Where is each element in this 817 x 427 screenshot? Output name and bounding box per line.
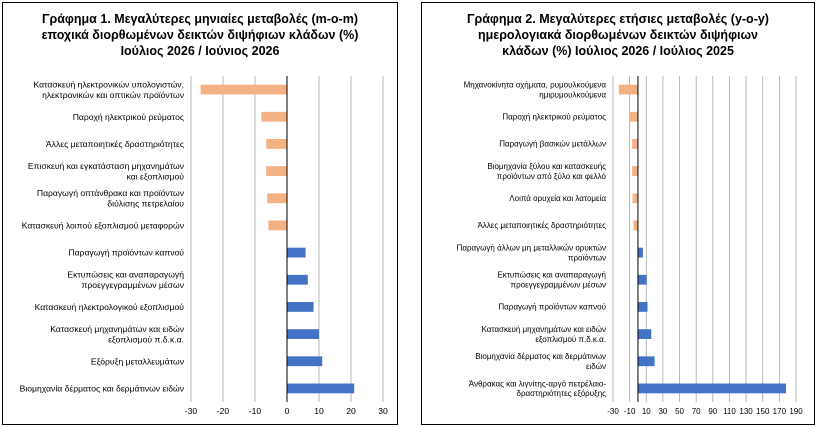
chart-1-category-label: Εξόρυξη μεταλλευμάτων <box>91 356 184 366</box>
chart-1-bar-8 <box>287 274 308 285</box>
chart-2-x-tick-label: 30 <box>658 407 667 416</box>
chart-1-category-label: ηλεκτρονικών και οπτικών προϊόντων <box>42 90 184 100</box>
chart-2-bar-7 <box>637 247 643 258</box>
chart-2-category-label: Βιομηχανία δέρματος και δερμάτινων <box>475 352 606 361</box>
chart-2-x-tick-label: 70 <box>692 407 701 416</box>
chart-2-bar-10 <box>637 329 652 339</box>
chart-2-x-tick-label: -10 <box>624 407 636 416</box>
chart-2-x-tick-label: 110 <box>723 407 736 416</box>
chart-1-x-tick-label: -10 <box>249 406 262 416</box>
chart-2-x-tick-label: 130 <box>739 407 753 416</box>
chart-1-category-label: διύλισης πετρελαίου <box>107 199 184 209</box>
chart-2-category-label: Άνθρακας και λιγνίτης-αργό πετρέλαιο- <box>469 379 607 388</box>
chart-1-category-label: Κατασκευή ηλεκτρονικών υπολογιστών, <box>34 79 184 89</box>
chart-2-x-tick-label: 190 <box>789 407 803 416</box>
chart-2-category-label: δραστηριότητες εξόρυξης <box>517 389 607 398</box>
chart-2-x-tick-label: -30 <box>607 407 619 416</box>
chart-2-title-line-3: κλάδων (%) Ιούλιος 2026 / Ιούλιος 2025 <box>502 44 734 58</box>
chart-1-bar-1 <box>200 84 287 95</box>
chart-1-category-label: Παραγωγή οπτάνθρακα και προϊόντων <box>37 188 184 198</box>
chart-2-x-tick-label: 90 <box>708 407 717 416</box>
chart-1-category-label: και εξοπλισμού <box>127 171 185 181</box>
chart-2-x-tick-label: 50 <box>675 407 684 416</box>
chart-1-x-tick-label: -30 <box>185 406 198 416</box>
chart-2-category-label: προεγγεγραμμένων μέσων <box>511 280 606 289</box>
chart-1-title: Γράφημα 1. Μεγαλύτερες μηνιαίες μεταβολέ… <box>3 11 397 59</box>
chart-2-bar-8 <box>637 274 647 285</box>
chart-1-category-label: Άλλες μεταποιητικές δραστηριότητες <box>46 139 184 149</box>
chart-2-category-label: Εκτυπώσεις και αναπαραγωγή <box>497 271 606 280</box>
chart-panel-1: Γράφημα 1. Μεγαλύτερες μηνιαίες μεταβολέ… <box>2 2 398 425</box>
chart-1-x-tick-label: 30 <box>378 406 388 416</box>
chart-panel-2: Γράφημα 2. Μεγαλύτερες ετήσιες μεταβολές… <box>421 2 815 425</box>
chart-1-title-line-1: Γράφημα 1. Μεγαλύτερες μηνιαίες μεταβολέ… <box>42 12 358 26</box>
chart-2-category-label: ειδών <box>586 362 606 371</box>
chart-2-bar-6 <box>633 220 638 231</box>
chart-1-category-label: Επισκευή και εγκατάσταση μηχανημάτων <box>28 161 184 171</box>
chart-2-x-tick-label: 170 <box>773 407 787 416</box>
chart-1-category-label: Κατασκευή λοιπού εξοπλισμού μεταφορών <box>22 220 184 230</box>
chart-2-title-line-2: ημερολογιακά διορθωμένων δεικτών διψήφιω… <box>477 28 758 42</box>
chart-1-bar-11 <box>287 356 323 367</box>
chart-1-title-line-3: Ιούλιος 2026 / Ιούνιος 2026 <box>120 44 280 58</box>
chart-1-bar-10 <box>287 329 319 339</box>
chart-2-category-label: εξοπλισμού π.δ.κ.α. <box>535 335 606 344</box>
chart-2-bar-12 <box>637 383 787 394</box>
chart-2-category-label: Παραγωγή προϊόντων καπνού <box>498 303 606 312</box>
chart-1-bar-6 <box>268 220 287 231</box>
chart-1-bar-12 <box>287 383 355 394</box>
chart-1-category-label: εξοπλισμού π.δ.κ.α. <box>108 334 184 344</box>
chart-2-category-label: προϊόντων από ξύλο και φελλό <box>497 172 607 181</box>
chart-2-category-label: προϊόντων <box>568 253 606 262</box>
chart-2-category-label: Παροχή ηλεκτρικού ρεύματος <box>502 113 606 122</box>
chart-2-title-line-1: Γράφημα 2. Μεγαλύτερες ετήσιες μεταβολές… <box>467 12 769 26</box>
chart-2-category-label: Κατασκευή μηχανημάτων και ειδών <box>481 325 606 334</box>
chart-2-bar-9 <box>637 302 648 312</box>
chart-1-x-tick-label: -20 <box>217 406 230 416</box>
chart-1-title-line-2: εποχικά διορθωμένων δεικτών διψήφιων κλά… <box>41 28 359 42</box>
chart-1-category-label: Παροχή ηλεκτρικού ρεύματος <box>73 112 184 122</box>
chart-1-bar-5 <box>267 193 287 204</box>
chart-2-bar-4 <box>632 166 638 176</box>
chart-1-bar-3 <box>266 139 287 149</box>
chart-1-category-label: Βιομηχανία δέρματος και δερμάτινων ειδών <box>20 383 184 393</box>
chart-2-category-label: Βιομηχανία ξύλου και κατασκευής <box>487 162 606 171</box>
chart-1-category-label: προεγγεγραμμένων μέσων <box>81 280 184 290</box>
chart-2-bar-1 <box>618 84 638 95</box>
chart-1-category-label: Παραγωγή προϊόντων καπνού <box>68 248 184 258</box>
chart-1-bar-2 <box>261 111 287 122</box>
chart-2-category-label: Παραγωγή βασικών μετάλλων <box>499 140 606 149</box>
chart-2-category-label: Άλλες μεταποιητικές δραστηριότητες <box>477 221 606 230</box>
chart-2-x-tick-label: 150 <box>756 407 770 416</box>
chart-2-category-label: Μηχανοκίνητα οχήματα, ρυμουλκούμενα <box>464 81 607 90</box>
chart-1-bar-4 <box>266 166 287 176</box>
chart-1-bar-9 <box>287 302 314 312</box>
chart-2-title: Γράφημα 2. Μεγαλύτερες ετήσιες μεταβολές… <box>422 11 814 59</box>
chart-2-x-tick-label: 10 <box>642 407 651 416</box>
chart-1-category-label: Εκτυπώσεις και αναπαραγωγή <box>67 270 184 280</box>
chart-1-category-label: Κατασκευή ηλεκτρολογικού εξοπλισμού <box>35 302 185 312</box>
chart-1-x-tick-label: 0 <box>285 406 290 416</box>
chart-2-plot: Μηχανοκίνητα οχήματα, ρυμουλκούμεναημιρυ… <box>457 76 803 416</box>
chart-2-category-label: Λοιπά ορυχεία και λατομεία <box>509 194 606 203</box>
chart-2-category-label: ημιρυμουλκούμενα <box>539 90 606 99</box>
chart-2-category-label: Παραγωγή άλλων μη μεταλλικών ορυκτών <box>457 244 606 253</box>
chart-1-bar-7 <box>287 247 306 258</box>
chart-1-x-tick-label: 10 <box>314 406 324 416</box>
chart-2-bar-3 <box>632 139 638 149</box>
chart-2-bar-5 <box>632 193 638 204</box>
chart-1-plot: Κατασκευή ηλεκτρονικών υπολογιστών,ηλεκτ… <box>20 76 388 416</box>
chart-1-x-tick-label: 20 <box>346 406 356 416</box>
chart-2-bar-11 <box>637 356 655 367</box>
chart-2-bar-2 <box>629 111 638 122</box>
chart-1-category-label: Κατασκευή μηχανημάτων και ειδών <box>50 324 184 334</box>
